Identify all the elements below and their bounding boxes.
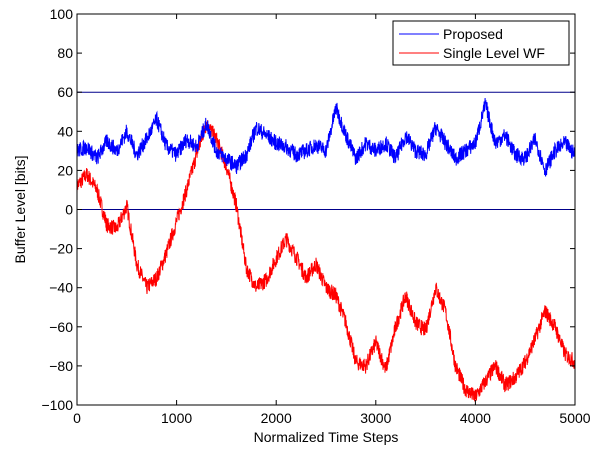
y-tick-label: 40	[57, 123, 73, 139]
series-line	[76, 97, 576, 177]
x-axis-label: Normalized Time Steps	[254, 429, 399, 445]
axis-ticks: 0 1000 2000 3000 4000 5000 −100 −80 −60 −40 −20 0 20…	[41, 6, 590, 426]
legend-label: Proposed	[443, 26, 503, 42]
y-tick-label: 20	[57, 162, 73, 178]
y-axis-label: Buffer Level [bits]	[12, 156, 28, 264]
legend-label: Single Level WF	[443, 45, 545, 61]
y-tick-label: −20	[49, 241, 73, 257]
x-tick-label: 0	[73, 410, 81, 426]
reference-lines	[77, 91, 575, 210]
series-layer	[76, 97, 576, 402]
x-tick-label: 2000	[261, 410, 292, 426]
series-line	[76, 120, 576, 402]
y-tick-label: 80	[57, 45, 73, 61]
y-tick-label: 60	[57, 84, 73, 100]
y-tick-label: 100	[50, 6, 74, 22]
y-tick-label: 0	[65, 202, 73, 218]
y-tick-label: −40	[49, 280, 73, 296]
x-tick-label: 3000	[360, 410, 391, 426]
x-tick-label: 1000	[161, 410, 192, 426]
x-tick-label: 4000	[460, 410, 491, 426]
y-tick-label: −100	[41, 397, 73, 413]
y-tick-label: −80	[49, 358, 73, 374]
y-tick-label: −60	[49, 319, 73, 335]
x-tick-label: 5000	[559, 410, 590, 426]
legend-box	[392, 20, 570, 66]
legend: Proposed Single Level WF	[392, 20, 570, 66]
